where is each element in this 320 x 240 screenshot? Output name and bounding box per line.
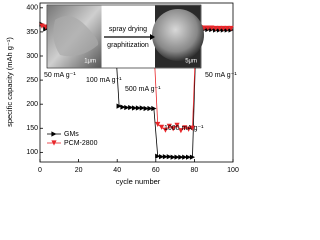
y-tick-label: 150 xyxy=(26,125,38,132)
y-tick-label: 100 xyxy=(26,149,38,156)
legend-label: PCM-2800 xyxy=(64,140,98,147)
data-point xyxy=(128,104,134,111)
data-point xyxy=(224,25,230,32)
data-point xyxy=(166,123,172,129)
data-point xyxy=(178,128,184,134)
annotation: 50 mA g⁻¹ xyxy=(44,72,76,79)
inset: spray drying graphitization 1μm 5μm xyxy=(46,4,204,69)
data-point xyxy=(213,25,219,32)
sem-sphere xyxy=(152,9,204,61)
process-label: graphitization xyxy=(107,42,149,49)
data-point xyxy=(147,105,153,112)
x-tick-label: 40 xyxy=(113,167,121,174)
data-point xyxy=(205,25,211,31)
data-point xyxy=(216,25,223,32)
legend-label: GMs xyxy=(64,131,79,138)
y-tick-label: 200 xyxy=(26,101,38,108)
data-point xyxy=(158,124,165,130)
data-point xyxy=(170,154,176,160)
data-point xyxy=(151,105,157,112)
y-tick-label: 300 xyxy=(26,53,38,60)
data-point xyxy=(120,104,126,110)
data-point xyxy=(182,125,188,131)
x-tick-label: 100 xyxy=(227,167,239,174)
data-point xyxy=(166,154,172,160)
x-tick-label: 80 xyxy=(191,167,199,174)
x-tick-label: 60 xyxy=(152,167,160,174)
data-point xyxy=(135,105,142,111)
data-point xyxy=(162,127,169,133)
data-point xyxy=(131,105,138,111)
data-point xyxy=(39,23,45,29)
data-point xyxy=(116,103,122,109)
data-point xyxy=(174,154,180,160)
page: {"chart_data":{"type":"line","x_label":"… xyxy=(4,2,239,186)
data-point xyxy=(139,105,145,111)
data-point xyxy=(162,154,169,160)
data-point xyxy=(228,25,234,32)
y-axis-title: specific capacity (mAh g⁻¹) xyxy=(5,37,14,127)
arrow-head xyxy=(150,34,155,40)
y-tick-label: 250 xyxy=(26,77,38,84)
sem-flakes xyxy=(53,16,99,57)
data-point xyxy=(186,126,192,132)
y-tick-label: 350 xyxy=(26,29,38,36)
data-point xyxy=(201,25,207,31)
data-point xyxy=(174,122,180,128)
data-point xyxy=(209,25,215,31)
legend-marker xyxy=(51,131,57,137)
scale-label: 5μm xyxy=(185,59,197,65)
y-tick-label: 400 xyxy=(26,5,38,12)
data-point xyxy=(124,104,130,111)
data-point xyxy=(189,125,196,131)
data-point xyxy=(143,105,149,112)
process-label: spray drying xyxy=(109,26,147,33)
data-point xyxy=(158,154,165,160)
data-point xyxy=(155,121,161,128)
plot-frame xyxy=(39,2,234,163)
annotation: 1000 mA g⁻¹ xyxy=(164,125,204,132)
x-tick-label: 0 xyxy=(38,167,42,174)
annotation: 100 mA g⁻¹ xyxy=(86,77,122,84)
data-point xyxy=(155,153,161,159)
chart: 0 20 40 60 80 100 100 150 200 250 300 350 400 50 mA g… xyxy=(5,2,239,186)
data-point xyxy=(186,154,192,160)
data-point xyxy=(220,25,226,32)
scale-label: 1μm xyxy=(84,59,96,65)
legend-marker xyxy=(51,140,57,146)
data-point xyxy=(178,154,184,160)
annotation: 50 mA g⁻¹ xyxy=(205,72,237,79)
data-point xyxy=(170,126,176,132)
data-point xyxy=(182,154,188,160)
data-point xyxy=(189,154,196,160)
annotation: 500 mA g⁻¹ xyxy=(125,86,161,93)
x-tick-label: 20 xyxy=(75,167,83,174)
x-axis-title: cycle number xyxy=(116,177,161,186)
